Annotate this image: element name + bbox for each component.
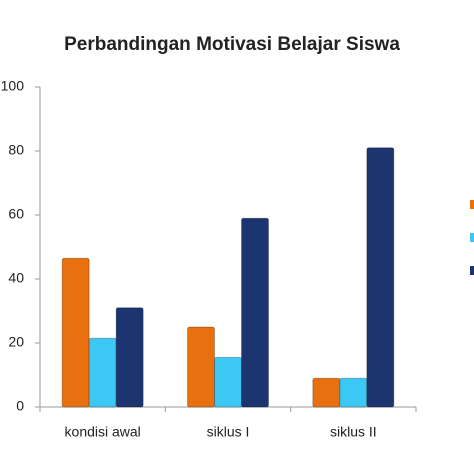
bar: [241, 217, 269, 408]
y-tick-label: 20: [8, 334, 24, 350]
bar: [214, 356, 242, 408]
legend-swatch: [470, 233, 474, 242]
x-tick-label: kondisi awal: [65, 424, 141, 440]
x-tick-label: siklus II: [330, 424, 377, 440]
y-tick-label: 0: [16, 398, 24, 414]
legend-swatch: [470, 200, 474, 209]
bar: [312, 377, 341, 408]
bar: [187, 326, 215, 408]
legend-swatch: [470, 266, 474, 275]
chart-title: Perbandingan Motivasi Belajar Siswa: [64, 34, 400, 55]
bar: [115, 307, 144, 408]
y-tick-label: 60: [8, 206, 24, 222]
y-tick-label: 80: [8, 142, 24, 158]
y-tick-label: 100: [1, 78, 25, 94]
bar: [61, 257, 90, 408]
bar: [88, 337, 117, 408]
bar: [366, 147, 395, 408]
y-tick-label: 40: [8, 270, 24, 286]
x-tick-label: siklus I: [207, 424, 250, 440]
bar: [339, 377, 368, 408]
